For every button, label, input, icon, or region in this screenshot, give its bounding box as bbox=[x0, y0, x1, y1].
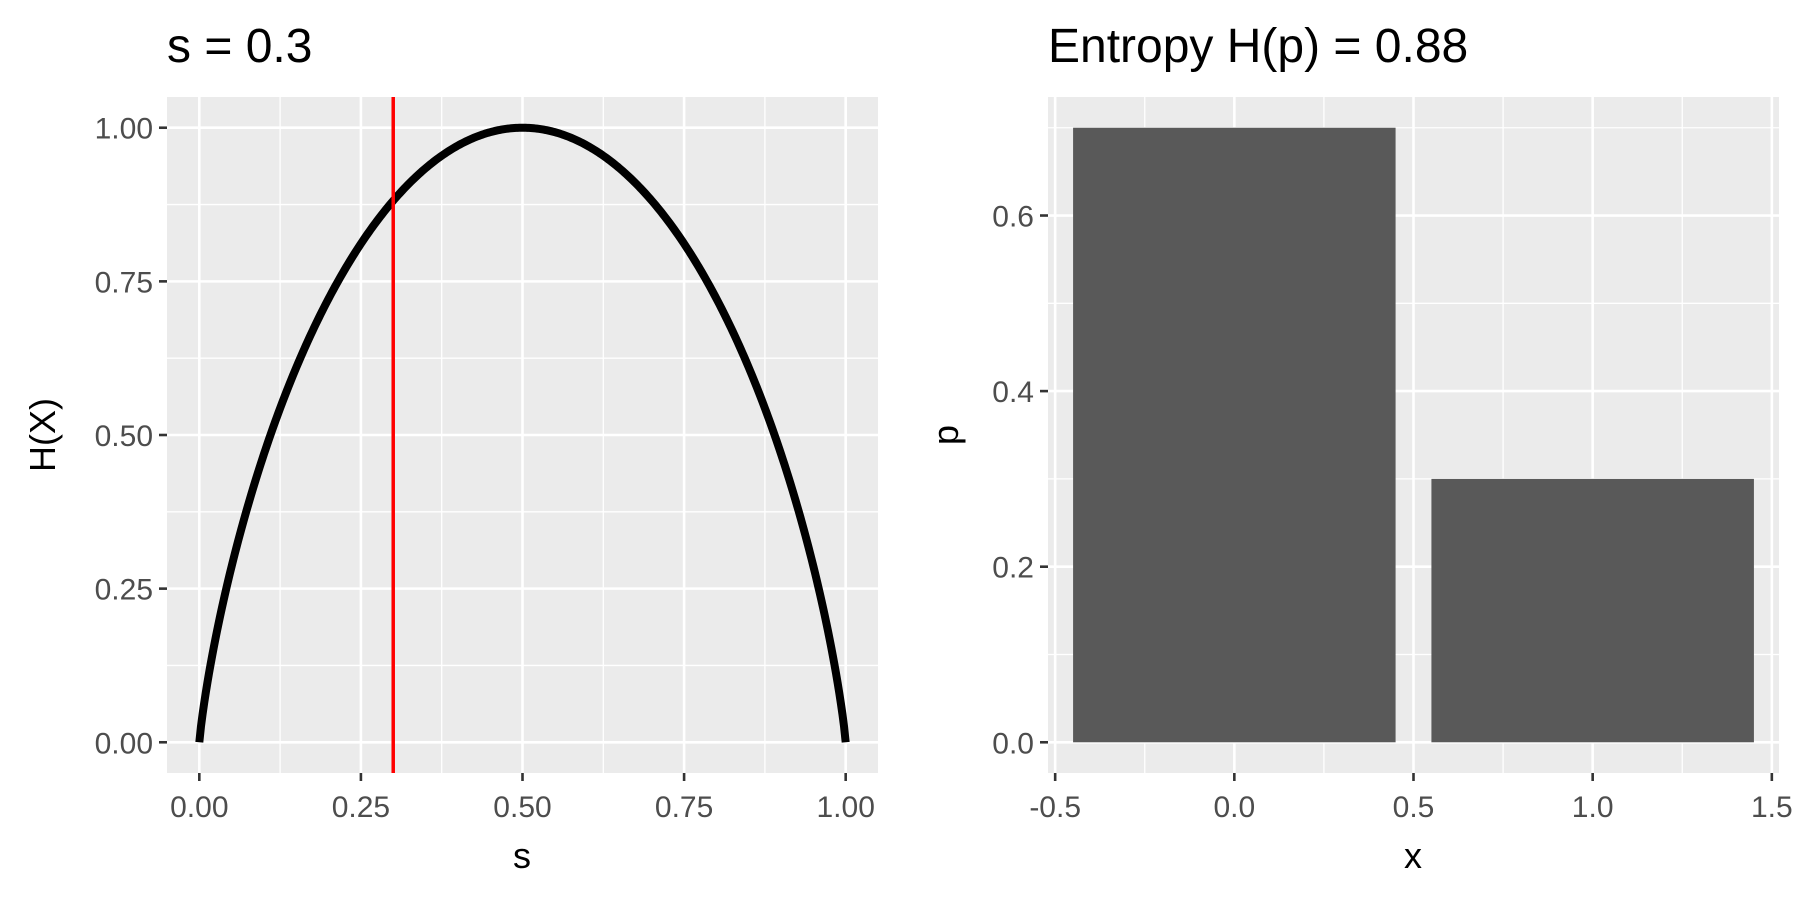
left-data-marks bbox=[195, 97, 850, 773]
left-y-tick-label: 1.00 bbox=[95, 113, 153, 146]
left-x-tick-label: 1.00 bbox=[816, 791, 874, 824]
entropy-curve-line bbox=[195, 123, 850, 743]
right-data-marks bbox=[1073, 127, 1754, 743]
right-axis-ticks: -0.5 0.0 0.5 1.0 1.5 0.0 0.2 0.4 0.6 bbox=[992, 201, 1792, 824]
right-x-axis-title: x bbox=[1404, 835, 1422, 876]
left-x-tick-label: 0.25 bbox=[332, 791, 390, 824]
right-x-tick-label: 0.5 bbox=[1393, 791, 1435, 824]
left-x-tick-label: 0.75 bbox=[655, 791, 713, 824]
left-y-tick-label: 0.75 bbox=[95, 266, 153, 299]
distribution-bar-plot: Entropy H(p) = 0.88 -0.5 0.0 0.5 1.0 1.5 0.0 0… bbox=[925, 20, 1793, 876]
right-y-tick-label: 0.0 bbox=[992, 727, 1034, 760]
right-x-tick-label: 1.0 bbox=[1572, 791, 1614, 824]
left-x-tick-label: 0.00 bbox=[170, 791, 228, 824]
right-y-tick-label: 0.4 bbox=[992, 376, 1034, 409]
left-axis-ticks: 0.00 0.25 0.50 0.75 1.00 0.00 0.25 0.50 0.75 1.00 bbox=[95, 113, 875, 824]
left-y-axis-title: H(X) bbox=[22, 398, 63, 472]
right-x-tick-label: 0.0 bbox=[1213, 791, 1255, 824]
right-plot-title: Entropy H(p) = 0.88 bbox=[1048, 20, 1468, 73]
left-plot-title: s = 0.3 bbox=[167, 20, 312, 73]
right-y-tick-label: 0.6 bbox=[992, 201, 1034, 234]
left-x-axis-title: s bbox=[513, 835, 531, 876]
right-y-axis-title: p bbox=[925, 425, 966, 445]
right-x-tick-label: 1.5 bbox=[1751, 791, 1793, 824]
left-gridlines bbox=[167, 97, 878, 773]
right-y-tick-label: 0.2 bbox=[992, 552, 1034, 585]
probability-bar-x1 bbox=[1431, 478, 1754, 743]
left-y-tick-label: 0.25 bbox=[95, 574, 153, 607]
left-y-tick-label: 0.00 bbox=[95, 727, 153, 760]
left-x-tick-label: 0.50 bbox=[493, 791, 551, 824]
right-x-tick-label: -0.5 bbox=[1029, 791, 1081, 824]
left-y-tick-label: 0.50 bbox=[95, 420, 153, 453]
probability-bar-x0 bbox=[1073, 127, 1396, 743]
entropy-curve-plot: s = 0.3 0.00 0.25 0.50 0.75 1.00 0.00 0.25 0.50… bbox=[22, 20, 878, 876]
